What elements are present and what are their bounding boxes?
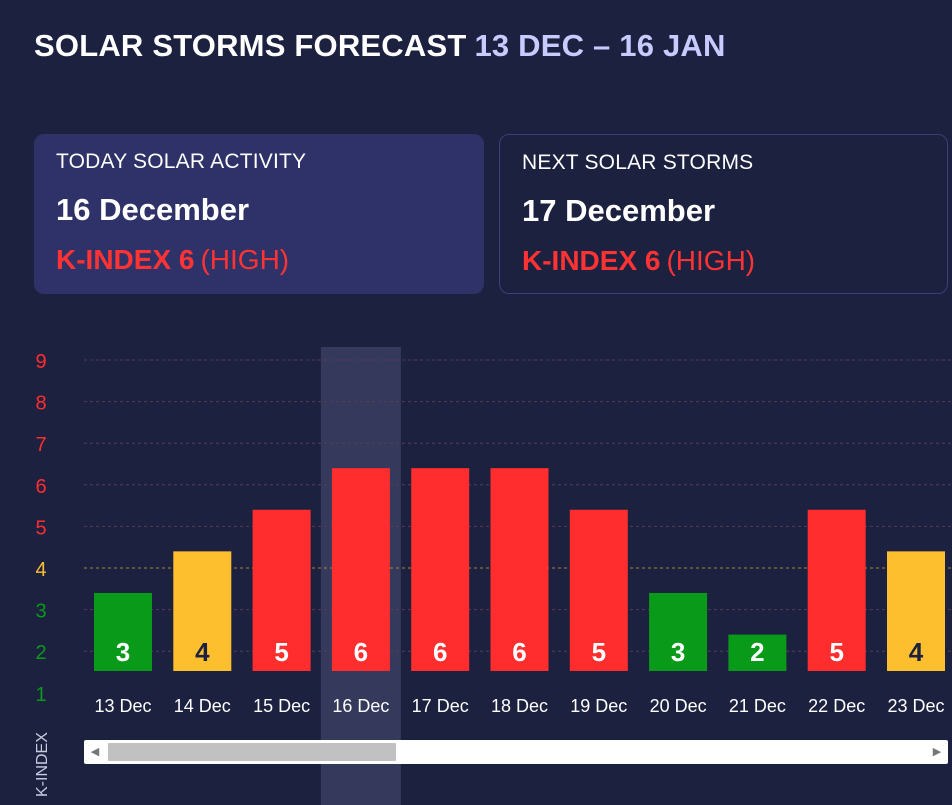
next-card-date: 17 December <box>522 193 716 228</box>
scroll-left-arrow-icon[interactable]: ◀ <box>90 746 100 758</box>
bar-value-label: 3 <box>116 637 130 667</box>
title-text: SOLAR STORMS FORECAST <box>34 28 467 63</box>
x-tick-label: 22 Dec <box>808 696 865 716</box>
date-range: 13 DEC – 16 JAN <box>474 28 726 63</box>
bar-21-dec <box>728 634 787 671</box>
x-tick-label: 18 Dec <box>491 696 548 716</box>
kindex-bar-chart: 1 2 3 4 5 6 7 8 9 K-INDEX 3 13 Dec 4 14 Dec 5 15 Dec 6 16… <box>34 347 952 805</box>
bar-value-label: 6 <box>433 637 447 667</box>
bar-value-label: 4 <box>195 637 210 667</box>
bar-16-dec <box>331 468 390 671</box>
x-tick-label: 16 Dec <box>332 696 389 716</box>
next-kindex-level: (HIGH) <box>666 245 756 276</box>
x-tick-label: 20 Dec <box>650 696 707 716</box>
bar-20-dec <box>649 592 708 671</box>
x-tick-label: 23 Dec <box>887 696 944 716</box>
bar-value-label: 5 <box>829 637 843 667</box>
bar-17-dec <box>411 468 470 671</box>
next-storms-card: NEXT SOLAR STORMS 17 December K-INDEX 6(… <box>499 134 948 294</box>
x-tick-label: 13 Dec <box>94 696 151 716</box>
x-tick-label: 17 Dec <box>412 696 469 716</box>
today-kindex-line: K-INDEX 6 (HIGH) <box>56 244 462 276</box>
today-card-label: TODAY SOLAR ACTIVITY <box>56 150 307 173</box>
y-tick-label-9: 9 <box>35 351 46 373</box>
x-tick-label: 21 Dec <box>729 696 786 716</box>
bar-value-label: 3 <box>671 637 685 667</box>
bar-value-label: 5 <box>274 637 288 667</box>
x-tick-label: 19 Dec <box>570 696 627 716</box>
today-activity-card: TODAY SOLAR ACTIVITY 16 December K-INDEX… <box>34 134 484 294</box>
bar-value-label: 5 <box>592 637 606 667</box>
y-tick-label-8: 8 <box>35 393 46 415</box>
bar-19-dec <box>569 509 628 671</box>
today-kindex-level: (HIGH) <box>200 244 290 275</box>
y-tick-label-4: 4 <box>35 559 46 581</box>
bar-15-dec <box>252 509 311 671</box>
scroll-right-arrow-icon[interactable]: ▶ <box>932 746 942 758</box>
y-tick-label-6: 6 <box>35 476 46 498</box>
next-kindex-value: K-INDEX 6 <box>522 245 661 276</box>
y-tick-label-5: 5 <box>35 517 46 539</box>
today-card-date: 16 December <box>56 192 250 227</box>
today-kindex-value: K-INDEX 6 <box>56 244 195 275</box>
y-tick-label-1: 1 <box>35 684 46 706</box>
y-axis-label: K-INDEX <box>34 732 51 797</box>
x-tick-label: 14 Dec <box>174 696 231 716</box>
y-tick-label-7: 7 <box>35 434 46 456</box>
bar-14-dec <box>173 551 232 671</box>
scrollbar-thumb[interactable] <box>108 743 396 761</box>
chart-horizontal-scrollbar[interactable]: ◀ ▶ <box>84 740 948 764</box>
bar-22-dec <box>807 509 866 671</box>
y-tick-label-3: 3 <box>35 601 46 623</box>
bar-18-dec <box>490 468 549 671</box>
bar-value-label: 2 <box>750 637 764 667</box>
page-title: SOLAR STORMS FORECAST 13 DEC – 16 JAN <box>34 28 726 64</box>
bar-23-dec <box>887 551 945 671</box>
next-kindex-line: K-INDEX 6 (HIGH) <box>522 245 925 277</box>
bar-value-label: 6 <box>354 637 368 667</box>
next-card-label: NEXT SOLAR STORMS <box>522 151 754 174</box>
y-tick-label-2: 2 <box>35 642 46 664</box>
x-tick-label: 15 Dec <box>253 696 310 716</box>
bar-value-label: 4 <box>909 637 924 667</box>
bar-13-dec <box>94 592 152 671</box>
bar-value-label: 6 <box>512 637 526 667</box>
